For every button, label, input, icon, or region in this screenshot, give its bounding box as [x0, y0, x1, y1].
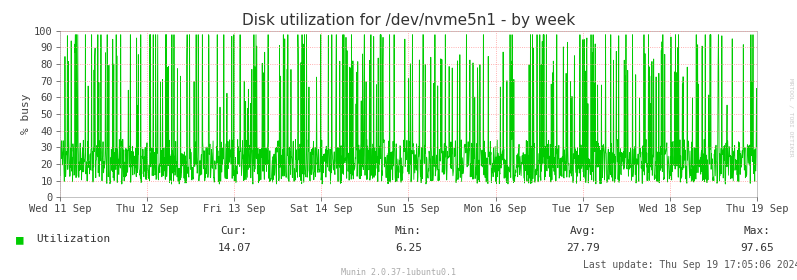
Text: Max:: Max:	[744, 226, 771, 236]
Title: Disk utilization for /dev/nvme5n1 - by week: Disk utilization for /dev/nvme5n1 - by w…	[241, 13, 575, 28]
Text: 6.25: 6.25	[395, 243, 422, 253]
Text: Min:: Min:	[395, 226, 422, 236]
Y-axis label: % busy: % busy	[22, 94, 31, 134]
Text: Cur:: Cur:	[221, 226, 248, 236]
Text: Utilization: Utilization	[36, 234, 110, 244]
Text: Munin 2.0.37-1ubuntu0.1: Munin 2.0.37-1ubuntu0.1	[341, 268, 456, 277]
Text: Last update: Thu Sep 19 17:05:06 2024: Last update: Thu Sep 19 17:05:06 2024	[583, 260, 797, 270]
Text: MRTOOL / TOBI OETIKER: MRTOOL / TOBI OETIKER	[788, 78, 793, 157]
Text: 97.65: 97.65	[740, 243, 774, 253]
Text: Avg:: Avg:	[569, 226, 596, 236]
Text: 27.79: 27.79	[566, 243, 599, 253]
Text: 14.07: 14.07	[218, 243, 251, 253]
Text: ■: ■	[16, 233, 23, 246]
